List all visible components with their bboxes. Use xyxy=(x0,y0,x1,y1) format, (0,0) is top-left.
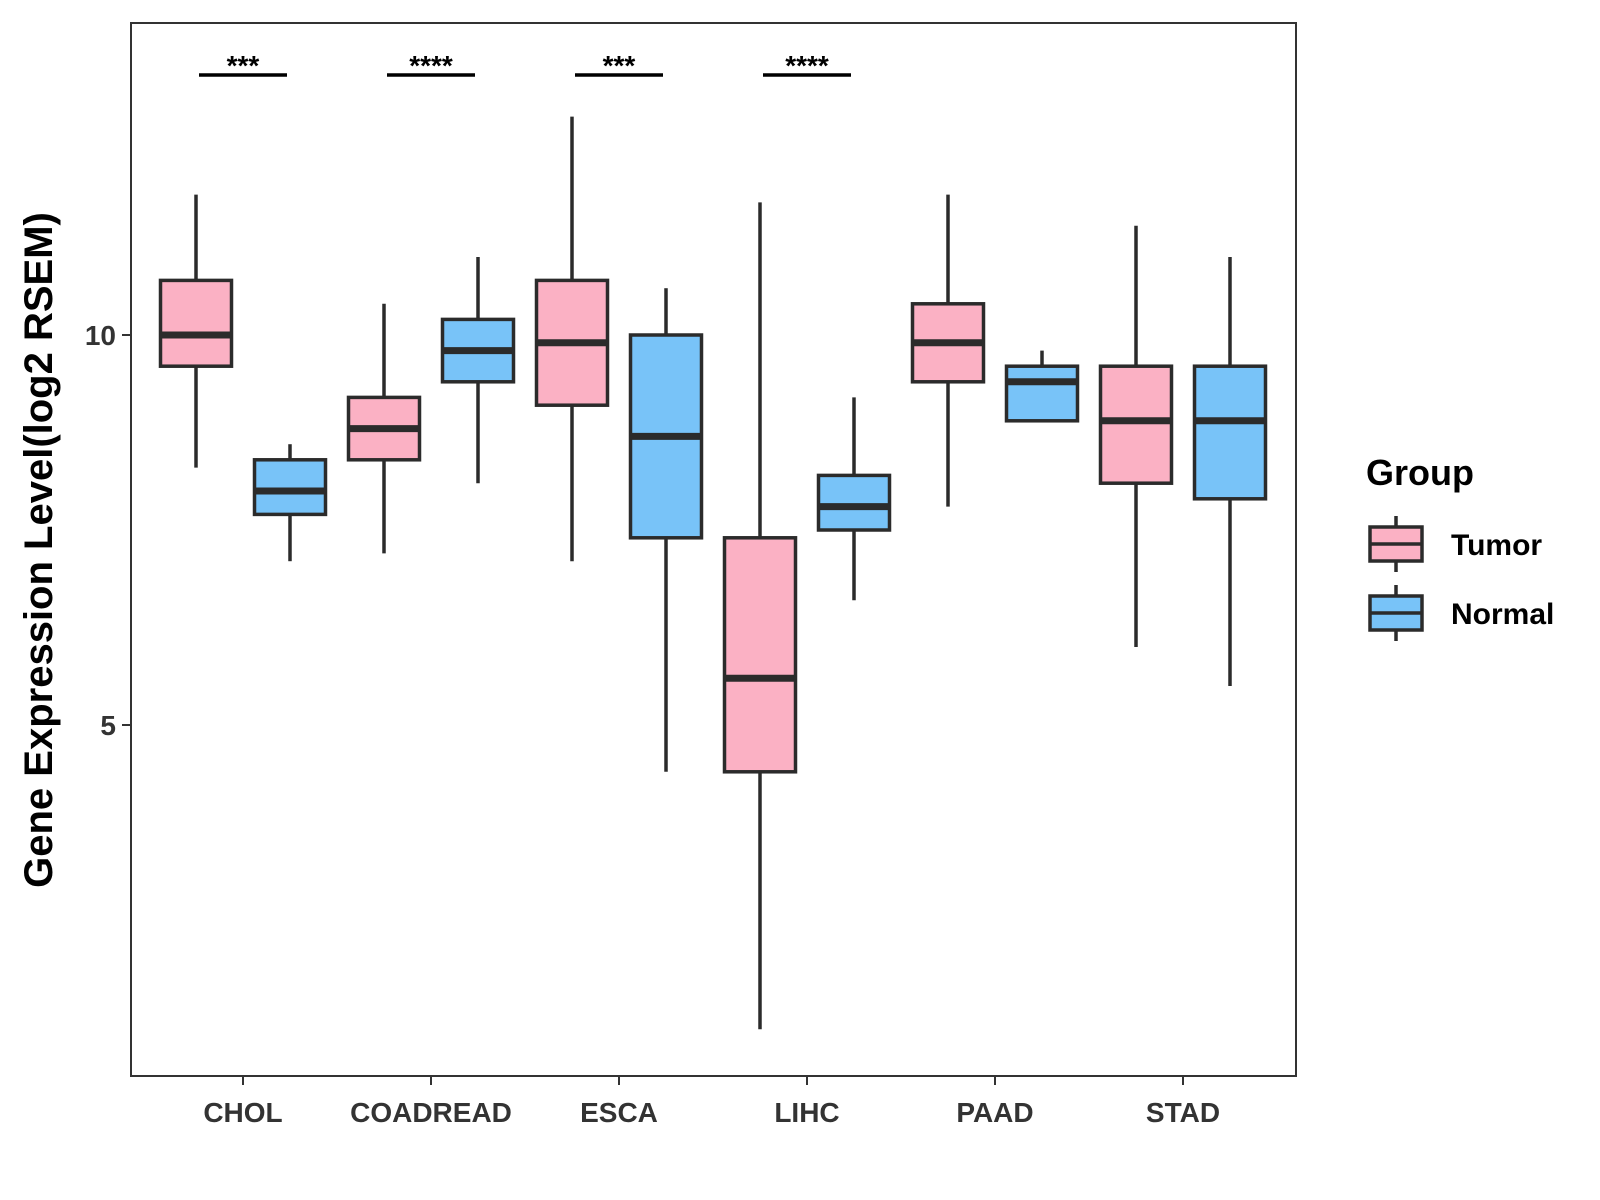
x-tick-label-coadread: COADREAD xyxy=(350,1097,512,1128)
legend-title: Group xyxy=(1366,452,1474,493)
y-axis: 5 10 xyxy=(85,320,131,741)
box-stad-normal xyxy=(1192,257,1268,686)
legend-label: Normal xyxy=(1451,598,1554,631)
box-paad-normal xyxy=(1004,350,1080,423)
y-tick-label: 10 xyxy=(85,320,116,351)
box-body xyxy=(722,536,798,774)
significance-lihc: **** xyxy=(763,50,851,81)
significance-label: **** xyxy=(409,50,453,81)
box-layer xyxy=(158,116,1268,1030)
box-lihc-normal xyxy=(816,397,892,601)
significance-layer: *** **** *** **** xyxy=(199,50,851,81)
legend-item-tumor: Tumor xyxy=(1368,516,1542,572)
plot-panel-border xyxy=(130,22,1297,1077)
y-tick-label: 5 xyxy=(100,710,116,741)
box-chol-normal xyxy=(252,444,328,562)
box-lihc-tumor xyxy=(722,202,798,1030)
legend-item-normal: Normal xyxy=(1368,585,1554,641)
x-axis: CHOL COADREAD ESCA LIHC PAAD STAD xyxy=(203,1076,1220,1128)
box-coadread-tumor xyxy=(346,303,422,554)
box-esca-tumor xyxy=(534,116,610,562)
y-axis-title: Gene Expression Level(log2 RSEM) xyxy=(17,212,61,888)
significance-coadread: **** xyxy=(387,50,475,81)
box-body xyxy=(1098,364,1174,485)
box-coadread-normal xyxy=(440,257,516,484)
legend: Group Tumor Normal xyxy=(1366,452,1554,641)
x-tick-label-paad: PAAD xyxy=(956,1097,1033,1128)
box-esca-normal xyxy=(628,288,704,772)
box-body xyxy=(1192,364,1268,501)
significance-label: *** xyxy=(603,50,636,81)
box-body xyxy=(1004,364,1080,423)
x-tick-label-chol: CHOL xyxy=(203,1097,282,1128)
box-chol-tumor xyxy=(158,194,234,468)
x-tick-label-stad: STAD xyxy=(1146,1097,1220,1128)
x-tick-label-esca: ESCA xyxy=(580,1097,658,1128)
box-stad-tumor xyxy=(1098,225,1174,647)
box-paad-tumor xyxy=(910,194,986,507)
box-body xyxy=(252,458,328,517)
significance-esca: *** xyxy=(575,50,663,81)
box-body xyxy=(158,278,234,368)
legend-label: Tumor xyxy=(1451,529,1542,562)
significance-label: **** xyxy=(785,50,829,81)
significance-label: *** xyxy=(227,50,260,81)
significance-chol: *** xyxy=(199,50,287,81)
x-tick-label-lihc: LIHC xyxy=(774,1097,839,1128)
box-body xyxy=(816,473,892,532)
